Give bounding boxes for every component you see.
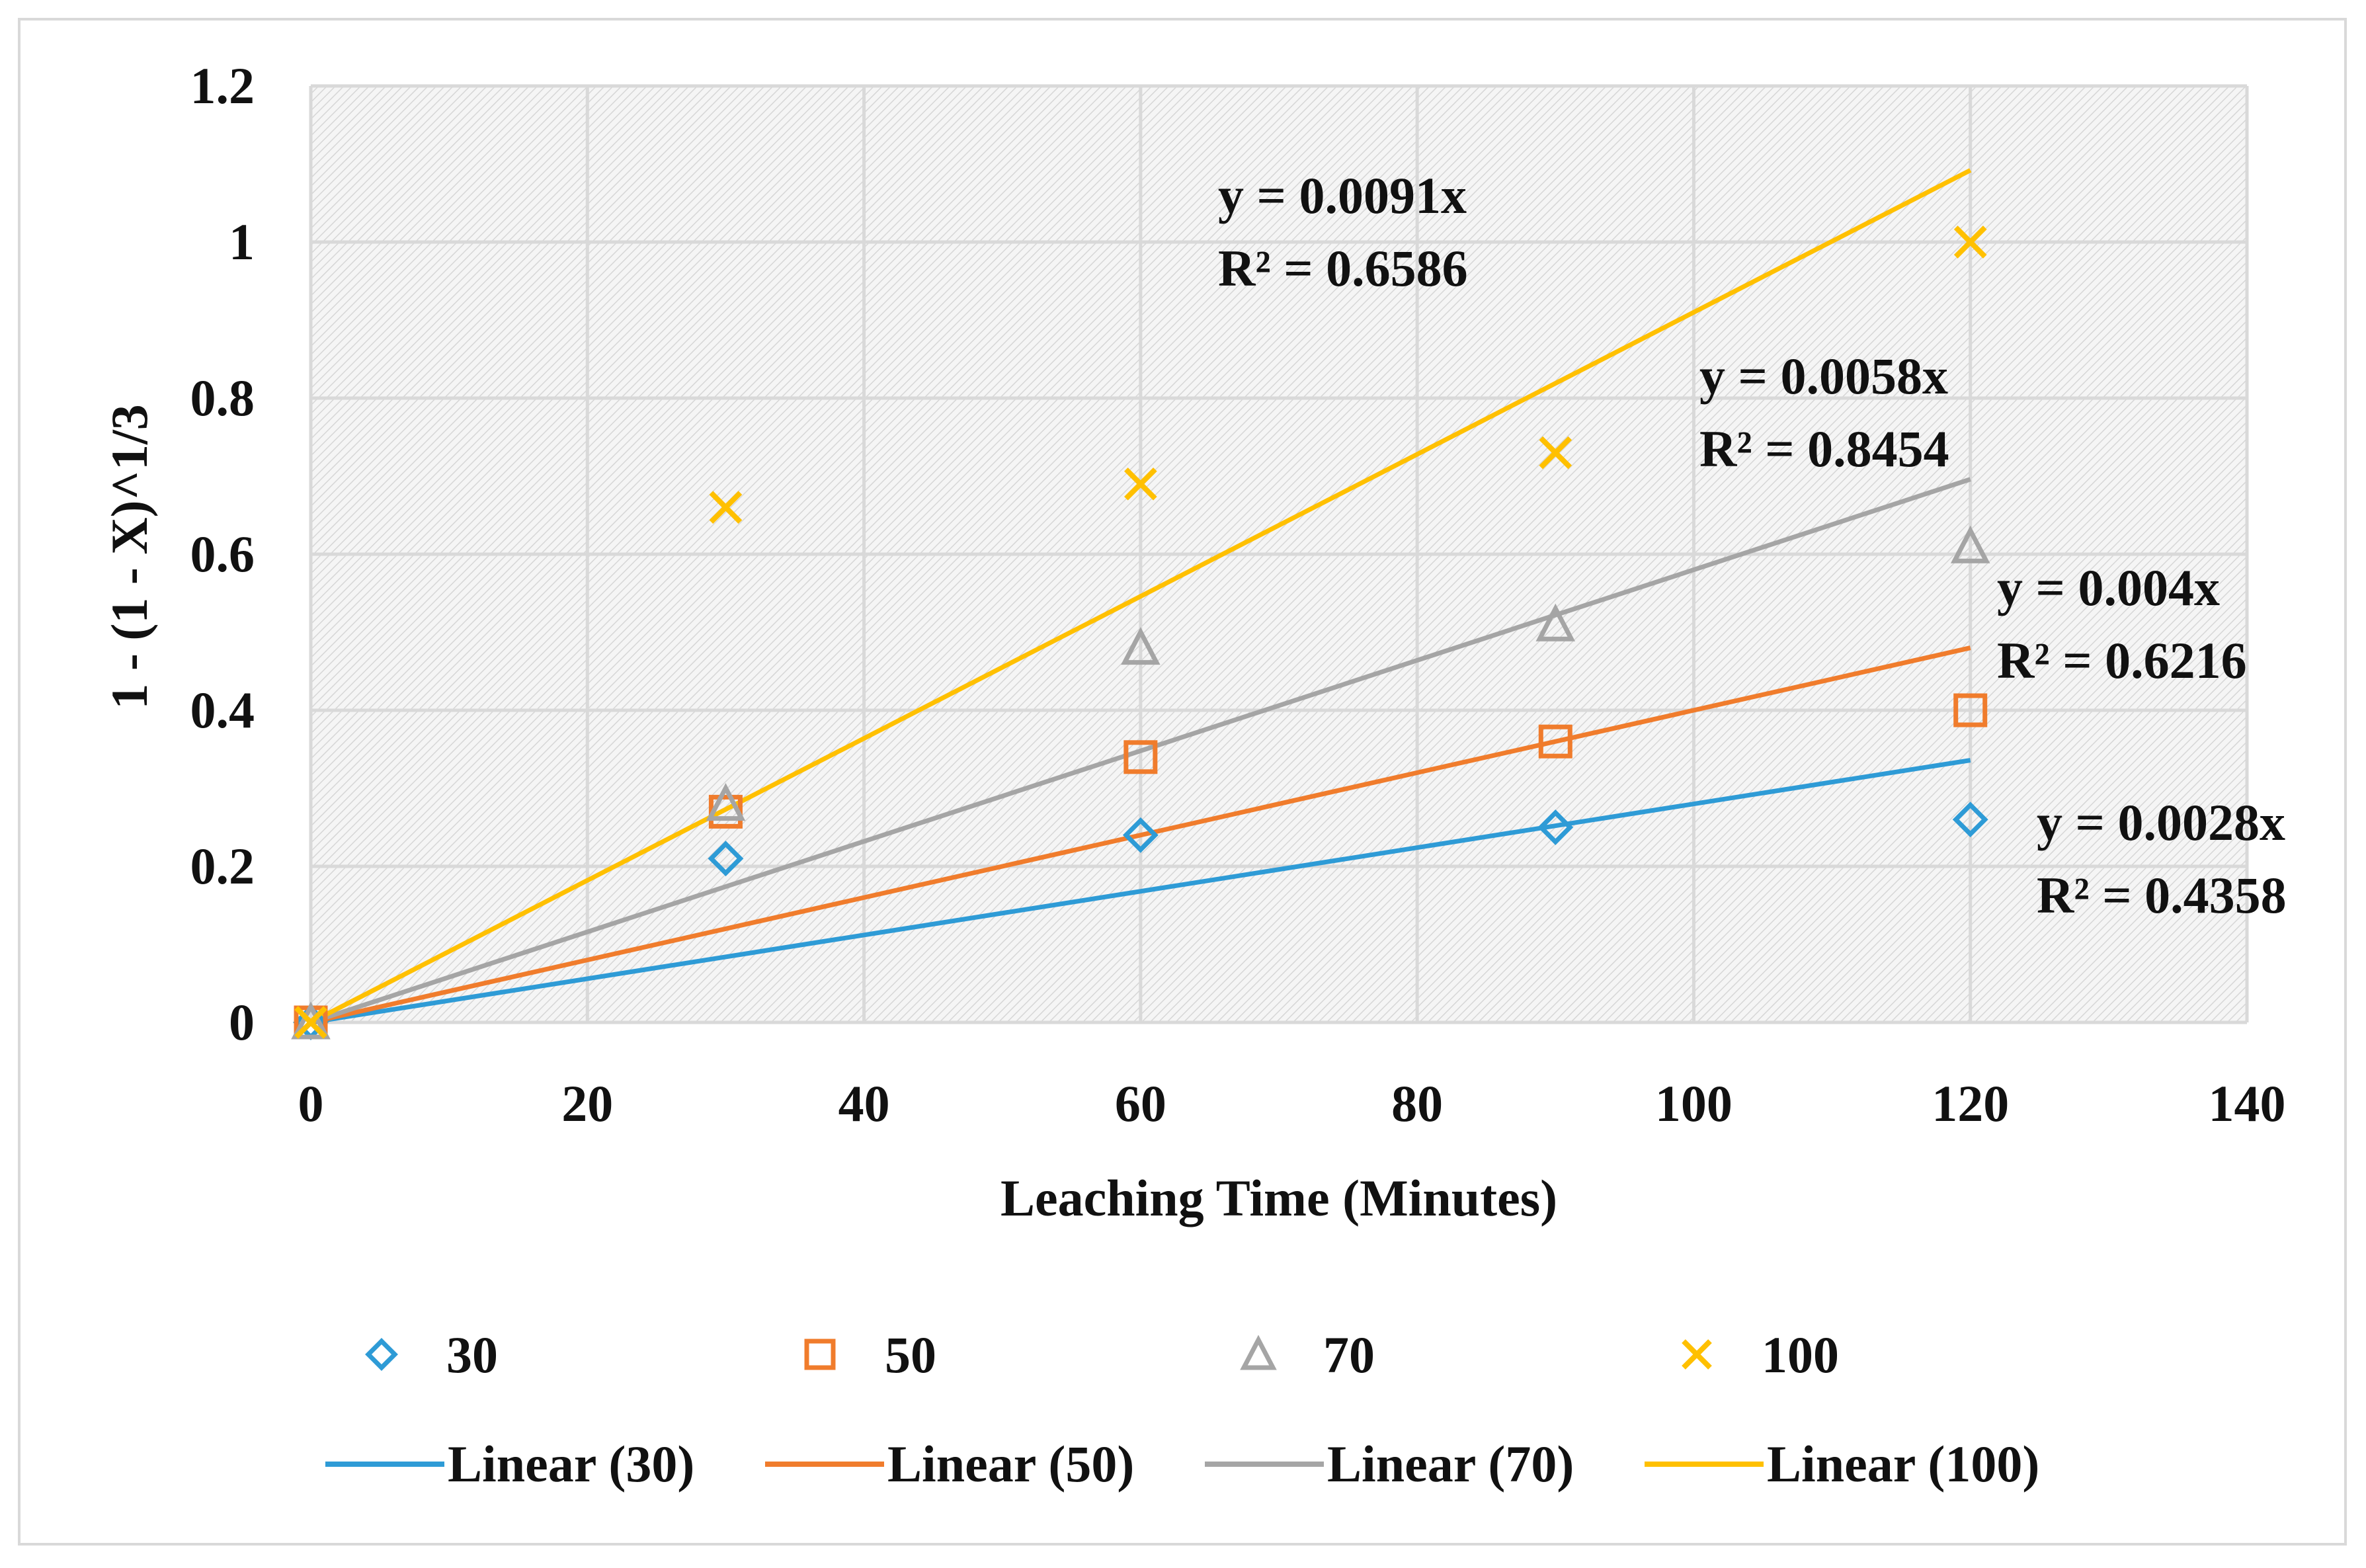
y-tick-label: 0.4	[190, 681, 255, 739]
equation-50: y = 0.004x	[1997, 559, 2220, 616]
legend-marker-100	[1682, 1339, 1712, 1370]
legend-trend-label-30: Linear (30)	[448, 1435, 694, 1493]
legend-label-50: 50	[885, 1326, 936, 1383]
trendline-50	[310, 645, 1971, 1025]
trendline-70	[309, 477, 1971, 1025]
point-100	[1953, 226, 1987, 259]
x-tick-label: 20	[561, 1075, 613, 1132]
y-tick-label: 0.6	[190, 525, 255, 583]
point-70	[1950, 525, 1990, 563]
legend-marker-100-stroke	[1682, 1339, 1712, 1370]
legend-trend-label-70: Linear (70)	[1327, 1435, 1574, 1493]
point-100-stroke	[1953, 226, 1987, 259]
y-tick-label: 0	[229, 993, 255, 1051]
point-50	[1953, 693, 1988, 727]
legend-trend-label-50: Linear (50)	[887, 1435, 1134, 1493]
point-50	[1538, 724, 1572, 759]
x-tick-label: 60	[1115, 1075, 1166, 1132]
point-100	[1124, 467, 1157, 501]
y-tick-label: 0.2	[190, 837, 255, 895]
equation-30: y = 0.0028x	[2037, 794, 2285, 851]
x-axis-label: Leaching Time (Minutes)	[1000, 1169, 1557, 1227]
legend-label-100: 100	[1762, 1326, 1839, 1383]
y-tick-label: 0.8	[190, 369, 255, 427]
point-70	[706, 783, 746, 821]
r-squared-70: R² = 0.8454	[1699, 420, 1949, 477]
r-squared-50: R² = 0.6216	[1997, 632, 2247, 689]
point-30	[1122, 817, 1159, 853]
legend-label-70: 70	[1323, 1326, 1375, 1383]
point-30	[1537, 809, 1574, 845]
legend-trend-label-100: Linear (100)	[1767, 1435, 2039, 1493]
legend-marker-30	[365, 1338, 398, 1371]
y-tick-label: 1.2	[190, 57, 255, 114]
point-100-stroke	[1539, 436, 1572, 470]
x-tick-label: 100	[1655, 1075, 1733, 1132]
x-tick-label: 40	[838, 1075, 890, 1132]
equation-70: y = 0.0058x	[1699, 347, 1948, 405]
x-tick-label: 120	[1932, 1075, 2009, 1132]
legend-marker-50	[804, 1339, 836, 1370]
point-100	[1539, 436, 1572, 470]
point-100-stroke	[709, 491, 743, 524]
r-squared-30: R² = 0.4358	[2037, 866, 2287, 924]
y-axis-label: 1 - (1 - X)^1/3	[101, 404, 158, 709]
point-100	[294, 1006, 327, 1039]
point-100-stroke	[294, 1006, 327, 1039]
point-100-stroke	[1124, 467, 1157, 501]
x-tick-label: 140	[2209, 1075, 2286, 1132]
trendline-30	[310, 758, 1971, 1025]
legend-label-30: 30	[446, 1326, 498, 1383]
point-70	[1535, 603, 1576, 641]
point-70	[1121, 627, 1161, 665]
point-30	[708, 841, 744, 877]
y-tick-label: 1	[229, 213, 255, 270]
point-70	[291, 1001, 331, 1040]
point-30	[1952, 802, 1988, 838]
r-squared-100: R² = 0.6586	[1218, 239, 1468, 297]
point-50	[1123, 740, 1158, 774]
x-tick-label: 0	[298, 1075, 324, 1132]
trendline-100	[309, 168, 1972, 1025]
point-100	[709, 491, 743, 524]
equation-100: y = 0.0091x	[1218, 167, 1467, 224]
legend-marker-70	[1240, 1335, 1277, 1370]
x-tick-label: 80	[1391, 1075, 1443, 1132]
